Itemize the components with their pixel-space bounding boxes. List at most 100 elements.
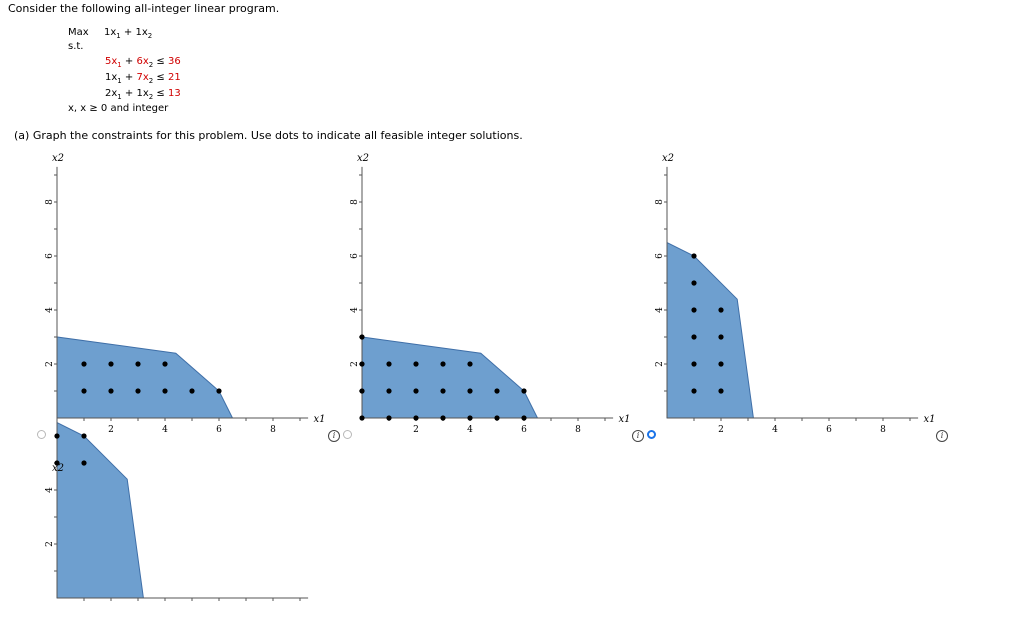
info-icon[interactable]: i (328, 430, 340, 442)
constraint-graph: x2 2 4 6 8 2 4 6 8 x1 (45, 153, 326, 435)
integer-solution-dot (386, 361, 392, 367)
y-axis-label: x2 (662, 153, 674, 164)
x-tick-label: 2 (108, 425, 114, 435)
y-tick-label: 2 (350, 361, 360, 367)
integer-solution-dot (108, 361, 114, 367)
part-a-instruction: (a) Graph the constraints for this probl… (14, 129, 523, 142)
integer-solution-dot (135, 361, 141, 367)
integer-solution-dot (386, 415, 392, 421)
y-tick-label: 6 (45, 253, 55, 259)
integer-solution-dot (440, 361, 446, 367)
y-tick-label: 8 (45, 199, 55, 205)
info-icon[interactable]: i (936, 430, 948, 442)
integer-solution-dot (413, 415, 419, 421)
x-axis-label: x1 (314, 414, 326, 425)
x-axis-label: x1 (924, 414, 936, 425)
integer-solution-dot (718, 388, 724, 394)
integer-solution-dot (413, 388, 419, 394)
integer-solution-dot (718, 361, 724, 367)
integer-solution-dot (494, 415, 500, 421)
graph-option-a: x2 2 4 6 8 2 4 6 8 x1 (0, 150, 330, 440)
integer-solution-dot (81, 460, 87, 466)
integer-solution-dot (467, 361, 473, 367)
x-tick-label: 2 (718, 425, 724, 435)
integer-solution-dot (718, 334, 724, 340)
integer-solution-dot (691, 334, 697, 340)
graph-option-c: x2 2 4 6 8 2 4 6 8 x1 (610, 150, 940, 440)
integer-solution-dot (440, 415, 446, 421)
y-tick-label: 8 (350, 199, 360, 205)
feasible-region (361, 336, 539, 419)
radio-option-c[interactable] (647, 430, 656, 439)
y-axis-label: x2 (357, 153, 369, 164)
radio-option-a[interactable] (37, 430, 46, 439)
subject-to-label: s.t. (68, 41, 84, 52)
constraint-3: 2x1 + 1x2 ≤ 13 (105, 88, 181, 101)
info-icon[interactable]: i (632, 430, 644, 442)
integer-solution-dot (162, 361, 168, 367)
x-tick-label: 8 (880, 425, 886, 435)
y-tick-label: 2 (655, 361, 665, 367)
integer-solution-dot (440, 388, 446, 394)
graph-option-d: x2 2 4 (0, 346, 330, 630)
problem-intro: Consider the following all-integer linea… (8, 2, 280, 15)
x-tick-label: 6 (826, 425, 832, 435)
integer-solution-dot (359, 388, 365, 394)
x-tick-label: 6 (216, 425, 222, 435)
integer-solution-dot (135, 388, 141, 394)
integer-solution-dot (494, 388, 500, 394)
radio-option-b[interactable] (343, 430, 352, 439)
y-tick-label: 6 (350, 253, 360, 259)
x-tick-label: 4 (467, 425, 473, 435)
integer-solution-dot (521, 415, 527, 421)
integer-solution-dot (691, 361, 697, 367)
nonnegativity-constraint: x, x ≥ 0 and integer (68, 103, 169, 114)
integer-solution-dot (691, 388, 697, 394)
constraint-graph: x2 2 4 6 8 2 4 6 8 x1 (350, 153, 631, 435)
y-tick-label: 6 (655, 253, 665, 259)
y-axis-label: x2 (52, 463, 64, 474)
integer-solution-dot (359, 361, 365, 367)
objective-function: 1x1 + 1x2 (104, 27, 153, 40)
constraint-1: 5x1 + 6x2 ≤ 36 (105, 56, 181, 69)
integer-solution-dot (691, 307, 697, 313)
integer-solution-dot (162, 388, 168, 394)
integer-solution-dot (467, 415, 473, 421)
integer-solution-dot (467, 388, 473, 394)
integer-solution-dot (189, 388, 195, 394)
x-axis-label: x1 (619, 414, 631, 425)
constraint-2: 1x1 + 7x2 ≤ 21 (105, 72, 181, 85)
x-tick-label: 6 (521, 425, 527, 435)
constraint-graph: x2 2 4 6 8 2 4 6 8 x1 (655, 153, 936, 435)
integer-solution-dot (691, 253, 697, 259)
y-tick-label: 4 (45, 487, 55, 493)
integer-solution-dot (718, 307, 724, 313)
feasible-region (56, 336, 234, 419)
integer-solution-dot (216, 388, 222, 394)
y-tick-label: 4 (655, 307, 665, 313)
integer-solution-dot (81, 433, 87, 439)
x-tick-label: 4 (162, 425, 168, 435)
y-tick-label: 4 (350, 307, 360, 313)
x-tick-label: 2 (413, 425, 419, 435)
feasible-region (56, 421, 144, 599)
constraint-graph: x2 2 4 (45, 346, 309, 601)
feasible-region (666, 241, 754, 419)
integer-solution-dot (81, 388, 87, 394)
y-axis-label: x2 (52, 153, 64, 164)
integer-solution-dot (54, 433, 60, 439)
integer-solution-dot (359, 334, 365, 340)
y-tick-label: 2 (45, 541, 55, 547)
integer-solution-dot (81, 361, 87, 367)
x-tick-label: 4 (772, 425, 778, 435)
x-tick-label: 8 (575, 425, 581, 435)
integer-solution-dot (521, 388, 527, 394)
y-tick-label: 2 (45, 361, 55, 367)
y-tick-label: 8 (655, 199, 665, 205)
integer-solution-dot (413, 361, 419, 367)
x-tick-label: 8 (270, 425, 276, 435)
integer-solution-dot (386, 388, 392, 394)
integer-solution-dot (54, 460, 60, 466)
y-tick-label: 4 (45, 307, 55, 313)
integer-solution-dot (691, 280, 697, 286)
